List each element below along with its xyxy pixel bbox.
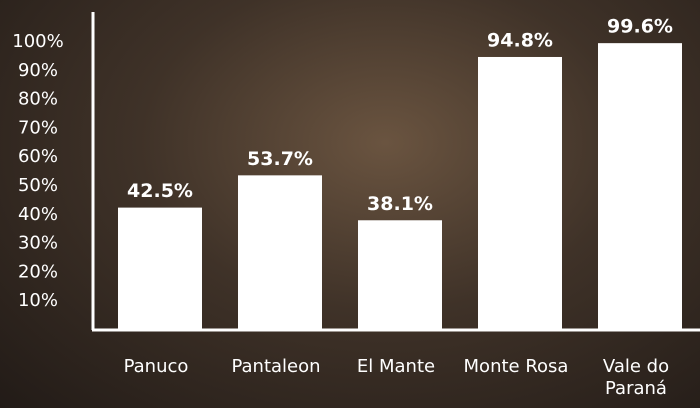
x-tick-label: Panuco <box>123 356 189 377</box>
value-label: 38.1% <box>367 193 433 215</box>
value-label: 99.6% <box>607 16 673 38</box>
y-tick-label: 40% <box>18 204 58 225</box>
y-tick-label: 90% <box>18 60 58 81</box>
bar <box>358 220 442 330</box>
y-tick-label: 70% <box>18 117 58 138</box>
y-tick-label: 20% <box>18 261 58 282</box>
y-tick-label: 100% <box>12 31 63 52</box>
x-tick-label: Pantaleon <box>231 356 321 377</box>
value-label: 53.7% <box>247 148 313 170</box>
y-tick-label: 60% <box>18 146 58 167</box>
y-tick-label: 10% <box>18 290 58 311</box>
x-tick-label: El Mante <box>356 356 436 377</box>
y-tick-label: 80% <box>18 89 58 110</box>
value-label: 42.5% <box>127 180 193 202</box>
bar <box>598 43 682 330</box>
bar <box>238 175 322 330</box>
y-tick-label: 50% <box>18 175 58 196</box>
bar <box>478 56 562 330</box>
x-tick-label: Monte Rosa <box>463 356 569 377</box>
y-tick-label: 30% <box>18 233 58 254</box>
value-label: 94.8% <box>487 29 553 51</box>
x-tick-label: Vale do Paraná <box>602 356 670 399</box>
bar <box>118 207 202 330</box>
